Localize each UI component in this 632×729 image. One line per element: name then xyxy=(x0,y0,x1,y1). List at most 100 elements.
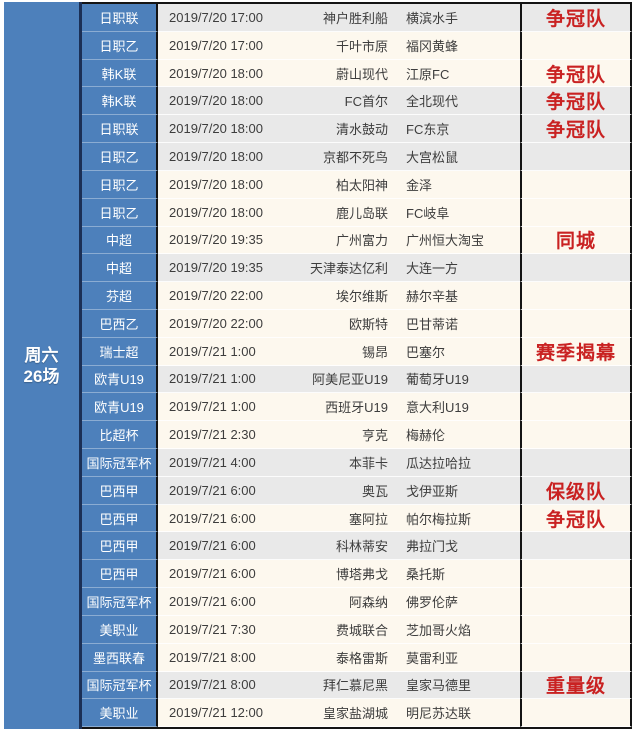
datetime-cell: 2019/7/21 7:30 xyxy=(158,615,306,644)
match-row: 墨西联春 2019/7/21 8:00 泰格雷斯 莫雷利亚 xyxy=(82,643,632,672)
away-team-cell: 桑托斯 xyxy=(398,560,520,589)
away-team-cell: 明尼苏达联 xyxy=(398,699,520,728)
day-label: 周六 26场 xyxy=(24,345,60,387)
datetime-cell: 2019/7/21 6:00 xyxy=(158,588,306,616)
away-team-cell: 莫雷利亚 xyxy=(398,643,520,672)
match-row: 国际冠军杯 2019/7/21 8:00 拜仁慕尼黑 皇家马德里 重量级 xyxy=(82,671,632,700)
home-team-cell: 泰格雷斯 xyxy=(306,643,398,672)
away-team-cell: 瓜达拉哈拉 xyxy=(398,449,520,477)
datetime-cell: 2019/7/20 17:00 xyxy=(158,31,306,60)
league-cell: 韩K联 xyxy=(82,87,158,116)
match-row: 巴西甲 2019/7/21 6:00 塞阿拉 帕尔梅拉斯 争冠队 xyxy=(82,504,632,533)
league-cell: 日职乙 xyxy=(82,170,158,199)
match-row: 韩K联 2019/7/20 18:00 蔚山现代 江原FC 争冠队 xyxy=(82,59,632,88)
datetime-cell: 2019/7/21 2:30 xyxy=(158,421,306,449)
away-team-cell: 全北现代 xyxy=(398,87,520,116)
note-cell: 争冠队 xyxy=(520,4,632,32)
home-team-cell: 欧斯特 xyxy=(306,309,398,338)
league-cell: 国际冠军杯 xyxy=(82,588,158,616)
away-team-cell: 弗拉门戈 xyxy=(398,532,520,561)
datetime-cell: 2019/7/21 8:00 xyxy=(158,671,306,700)
note-cell xyxy=(520,643,632,672)
league-cell: 巴西甲 xyxy=(82,476,158,505)
home-team-cell: 清水鼓动 xyxy=(306,115,398,144)
league-cell: 墨西联春 xyxy=(82,643,158,672)
note-cell xyxy=(520,143,632,171)
home-team-cell: FC首尔 xyxy=(306,87,398,116)
match-row: 瑞士超 2019/7/21 1:00 锡昂 巴塞尔 赛季揭幕 xyxy=(82,337,632,366)
home-team-cell: 奥瓦 xyxy=(306,476,398,505)
datetime-cell: 2019/7/20 17:00 xyxy=(158,4,306,32)
match-row: 欧青U19 2019/7/21 1:00 西班牙U19 意大利U19 xyxy=(82,393,632,422)
league-cell: 比超杯 xyxy=(82,421,158,449)
note-cell xyxy=(520,615,632,644)
datetime-cell: 2019/7/21 6:00 xyxy=(158,504,306,533)
away-team-cell: 皇家马德里 xyxy=(398,671,520,700)
datetime-cell: 2019/7/21 8:00 xyxy=(158,643,306,672)
match-row: 美职业 2019/7/21 12:00 皇家盐湖城 明尼苏达联 xyxy=(82,699,632,728)
datetime-cell: 2019/7/21 6:00 xyxy=(158,532,306,561)
league-cell: 日职乙 xyxy=(82,198,158,227)
note-cell xyxy=(520,31,632,60)
match-row: 日职乙 2019/7/20 17:00 千叶市原 福冈黄蜂 xyxy=(82,31,632,60)
away-team-cell: 葡萄牙U19 xyxy=(398,365,520,394)
match-row: 中超 2019/7/20 19:35 广州富力 广州恒大淘宝 同城 xyxy=(82,226,632,255)
league-cell: 芬超 xyxy=(82,282,158,310)
datetime-cell: 2019/7/21 1:00 xyxy=(158,337,306,366)
note-cell xyxy=(520,309,632,338)
day-label-line2: 26场 xyxy=(23,366,60,386)
note-cell: 争冠队 xyxy=(520,504,632,533)
away-team-cell: 意大利U19 xyxy=(398,393,520,422)
league-cell: 美职业 xyxy=(82,615,158,644)
home-team-cell: 天津泰达亿利 xyxy=(306,254,398,283)
away-team-cell: FC东京 xyxy=(398,115,520,144)
datetime-cell: 2019/7/20 22:00 xyxy=(158,309,306,338)
league-cell: 瑞士超 xyxy=(82,337,158,366)
away-team-cell: 佛罗伦萨 xyxy=(398,588,520,616)
note-cell xyxy=(520,588,632,616)
note-cell xyxy=(520,532,632,561)
match-row: 日职乙 2019/7/20 18:00 鹿儿岛联 FC岐阜 xyxy=(82,198,632,227)
match-row: 国际冠军杯 2019/7/21 4:00 本菲卡 瓜达拉哈拉 xyxy=(82,449,632,477)
note-cell: 赛季揭幕 xyxy=(520,337,632,366)
match-row: 日职乙 2019/7/20 18:00 柏太阳神 金泽 xyxy=(82,170,632,199)
league-cell: 巴西甲 xyxy=(82,532,158,561)
home-team-cell: 塞阿拉 xyxy=(306,504,398,533)
match-row: 欧青U19 2019/7/21 1:00 阿美尼亚U19 葡萄牙U19 xyxy=(82,365,632,394)
league-cell: 日职联 xyxy=(82,4,158,32)
datetime-cell: 2019/7/21 1:00 xyxy=(158,393,306,422)
datetime-cell: 2019/7/21 1:00 xyxy=(158,365,306,394)
away-team-cell: 赫尔辛基 xyxy=(398,282,520,310)
datetime-cell: 2019/7/20 22:00 xyxy=(158,282,306,310)
home-team-cell: 广州富力 xyxy=(306,226,398,255)
league-cell: 欧青U19 xyxy=(82,393,158,422)
note-cell: 同城 xyxy=(520,226,632,255)
schedule-table: 日职联 2019/7/20 17:00 神户胜利船 横滨水手 争冠队 日职乙 2… xyxy=(82,2,632,729)
home-team-cell: 埃尔维斯 xyxy=(306,282,398,310)
datetime-cell: 2019/7/20 18:00 xyxy=(158,198,306,227)
note-cell: 重量级 xyxy=(520,671,632,700)
home-team-cell: 亨克 xyxy=(306,421,398,449)
away-team-cell: 金泽 xyxy=(398,170,520,199)
note-cell xyxy=(520,170,632,199)
note-cell xyxy=(520,393,632,422)
match-row: 日职乙 2019/7/20 18:00 京都不死鸟 大宫松鼠 xyxy=(82,143,632,171)
league-cell: 国际冠军杯 xyxy=(82,449,158,477)
league-cell: 巴西甲 xyxy=(82,504,158,533)
home-team-cell: 皇家盐湖城 xyxy=(306,699,398,728)
league-cell: 中超 xyxy=(82,226,158,255)
away-team-cell: 芝加哥火焰 xyxy=(398,615,520,644)
away-team-cell: 福冈黄蜂 xyxy=(398,31,520,60)
note-cell: 争冠队 xyxy=(520,87,632,116)
datetime-cell: 2019/7/20 19:35 xyxy=(158,226,306,255)
note-cell: 争冠队 xyxy=(520,115,632,144)
away-team-cell: 大连一方 xyxy=(398,254,520,283)
home-team-cell: 京都不死鸟 xyxy=(306,143,398,171)
match-row: 巴西甲 2019/7/21 6:00 科林蒂安 弗拉门戈 xyxy=(82,532,632,561)
note-cell: 保级队 xyxy=(520,476,632,505)
home-team-cell: 拜仁慕尼黑 xyxy=(306,671,398,700)
league-cell: 巴西甲 xyxy=(82,560,158,589)
match-row: 国际冠军杯 2019/7/21 6:00 阿森纳 佛罗伦萨 xyxy=(82,588,632,616)
home-team-cell: 西班牙U19 xyxy=(306,393,398,422)
datetime-cell: 2019/7/20 18:00 xyxy=(158,87,306,116)
